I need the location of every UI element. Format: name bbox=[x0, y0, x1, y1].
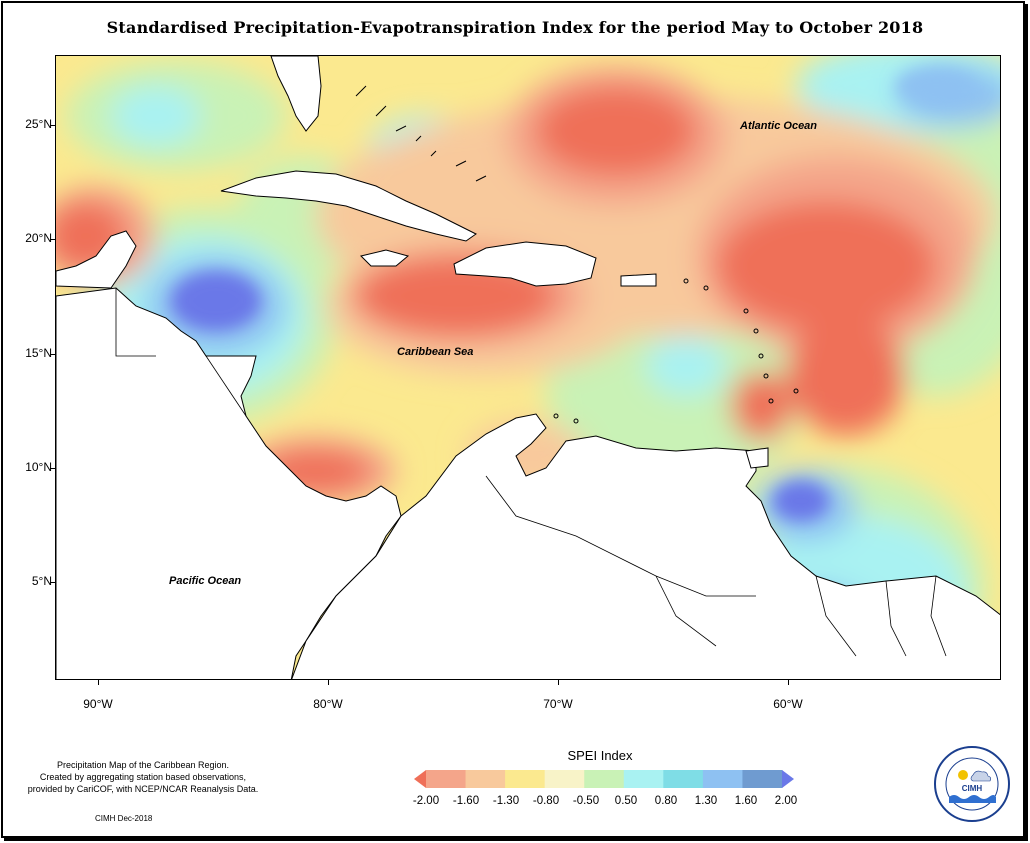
caribbean-sea-label: Caribbean Sea bbox=[397, 346, 474, 358]
lat-tick-label: 10°N bbox=[25, 460, 52, 474]
note-line: Precipitation Map of the Caribbean Regio… bbox=[56, 760, 230, 770]
legend-swatch bbox=[702, 770, 743, 788]
land-masses bbox=[56, 56, 1000, 679]
legend-break-label: 1.60 bbox=[734, 795, 758, 807]
lon-tick-label: 60°W bbox=[773, 697, 803, 711]
legend-labels: -2.00 -1.60 -1.30 -0.80 -0.50 0.50 0.80 1.30 1.6… bbox=[413, 795, 797, 809]
legend-break-label: -2.00 bbox=[412, 795, 440, 807]
legend-break-label: -1.30 bbox=[492, 795, 520, 807]
pacific-ocean-label: Pacific Ocean bbox=[169, 575, 242, 587]
legend-arrow-low bbox=[414, 770, 426, 788]
lat-tick-mark bbox=[50, 125, 55, 126]
legend-swatch bbox=[623, 770, 664, 788]
lat-tick-label: 20°N bbox=[25, 231, 52, 245]
lon-tick-label: 90°W bbox=[83, 697, 113, 711]
legend-swatch bbox=[505, 770, 546, 788]
lon-tick-mark bbox=[328, 680, 329, 685]
lon-tick-mark bbox=[788, 680, 789, 685]
credit-text: CIMH Dec-2018 bbox=[95, 814, 153, 823]
legend-swatch bbox=[465, 770, 506, 788]
legend-break-label: -1.60 bbox=[452, 795, 480, 807]
legend-swatch bbox=[584, 770, 625, 788]
logo-text: CIMH bbox=[962, 784, 983, 793]
lon-tick-label: 70°W bbox=[543, 697, 573, 711]
lat-tick-mark bbox=[50, 468, 55, 469]
lat-tick-label: 5°N bbox=[31, 574, 52, 588]
legend-break-label: 0.50 bbox=[614, 795, 638, 807]
map-description-note: Precipitation Map of the Caribbean Regio… bbox=[8, 759, 278, 795]
cimh-logo: CIMH bbox=[933, 745, 1011, 823]
lat-tick-label: 15°N bbox=[25, 346, 52, 360]
atlantic-ocean-label: Atlantic Ocean bbox=[740, 120, 818, 132]
legend-title: SPEI Index bbox=[567, 748, 633, 763]
legend-break-label: -0.80 bbox=[532, 795, 560, 807]
water-icon bbox=[949, 795, 996, 803]
legend-colorbar bbox=[414, 770, 794, 788]
small-islands bbox=[355, 85, 799, 424]
note-line: provided by CariCOF, with NCEP/NCAR Rean… bbox=[27, 784, 259, 794]
spei-map[interactable] bbox=[55, 55, 1001, 680]
lat-tick-mark bbox=[50, 582, 55, 583]
lat-tick-mark bbox=[50, 239, 55, 240]
note-line: Created by aggregating station based obs… bbox=[39, 772, 247, 782]
legend-break-label: -0.50 bbox=[572, 795, 600, 807]
legend-break-label: 0.80 bbox=[654, 795, 678, 807]
legend-swatch bbox=[544, 770, 585, 788]
country-borders bbox=[115, 288, 947, 657]
legend-arrow-high bbox=[782, 770, 794, 788]
legend-break-label: 1.30 bbox=[694, 795, 718, 807]
sun-icon bbox=[958, 770, 968, 780]
map-title: Standardised Precipitation-Evapotranspir… bbox=[106, 18, 924, 37]
lon-tick-mark bbox=[558, 680, 559, 685]
lon-tick-mark bbox=[98, 680, 99, 685]
legend-swatch bbox=[663, 770, 704, 788]
legend-break-label: 2.00 bbox=[774, 795, 798, 807]
lon-tick-label: 80°W bbox=[313, 697, 343, 711]
cloud-icon bbox=[970, 770, 991, 782]
legend-swatch bbox=[742, 770, 783, 788]
lat-tick-label: 25°N bbox=[25, 117, 52, 131]
lat-tick-mark bbox=[50, 354, 55, 355]
legend-swatch bbox=[426, 770, 467, 788]
